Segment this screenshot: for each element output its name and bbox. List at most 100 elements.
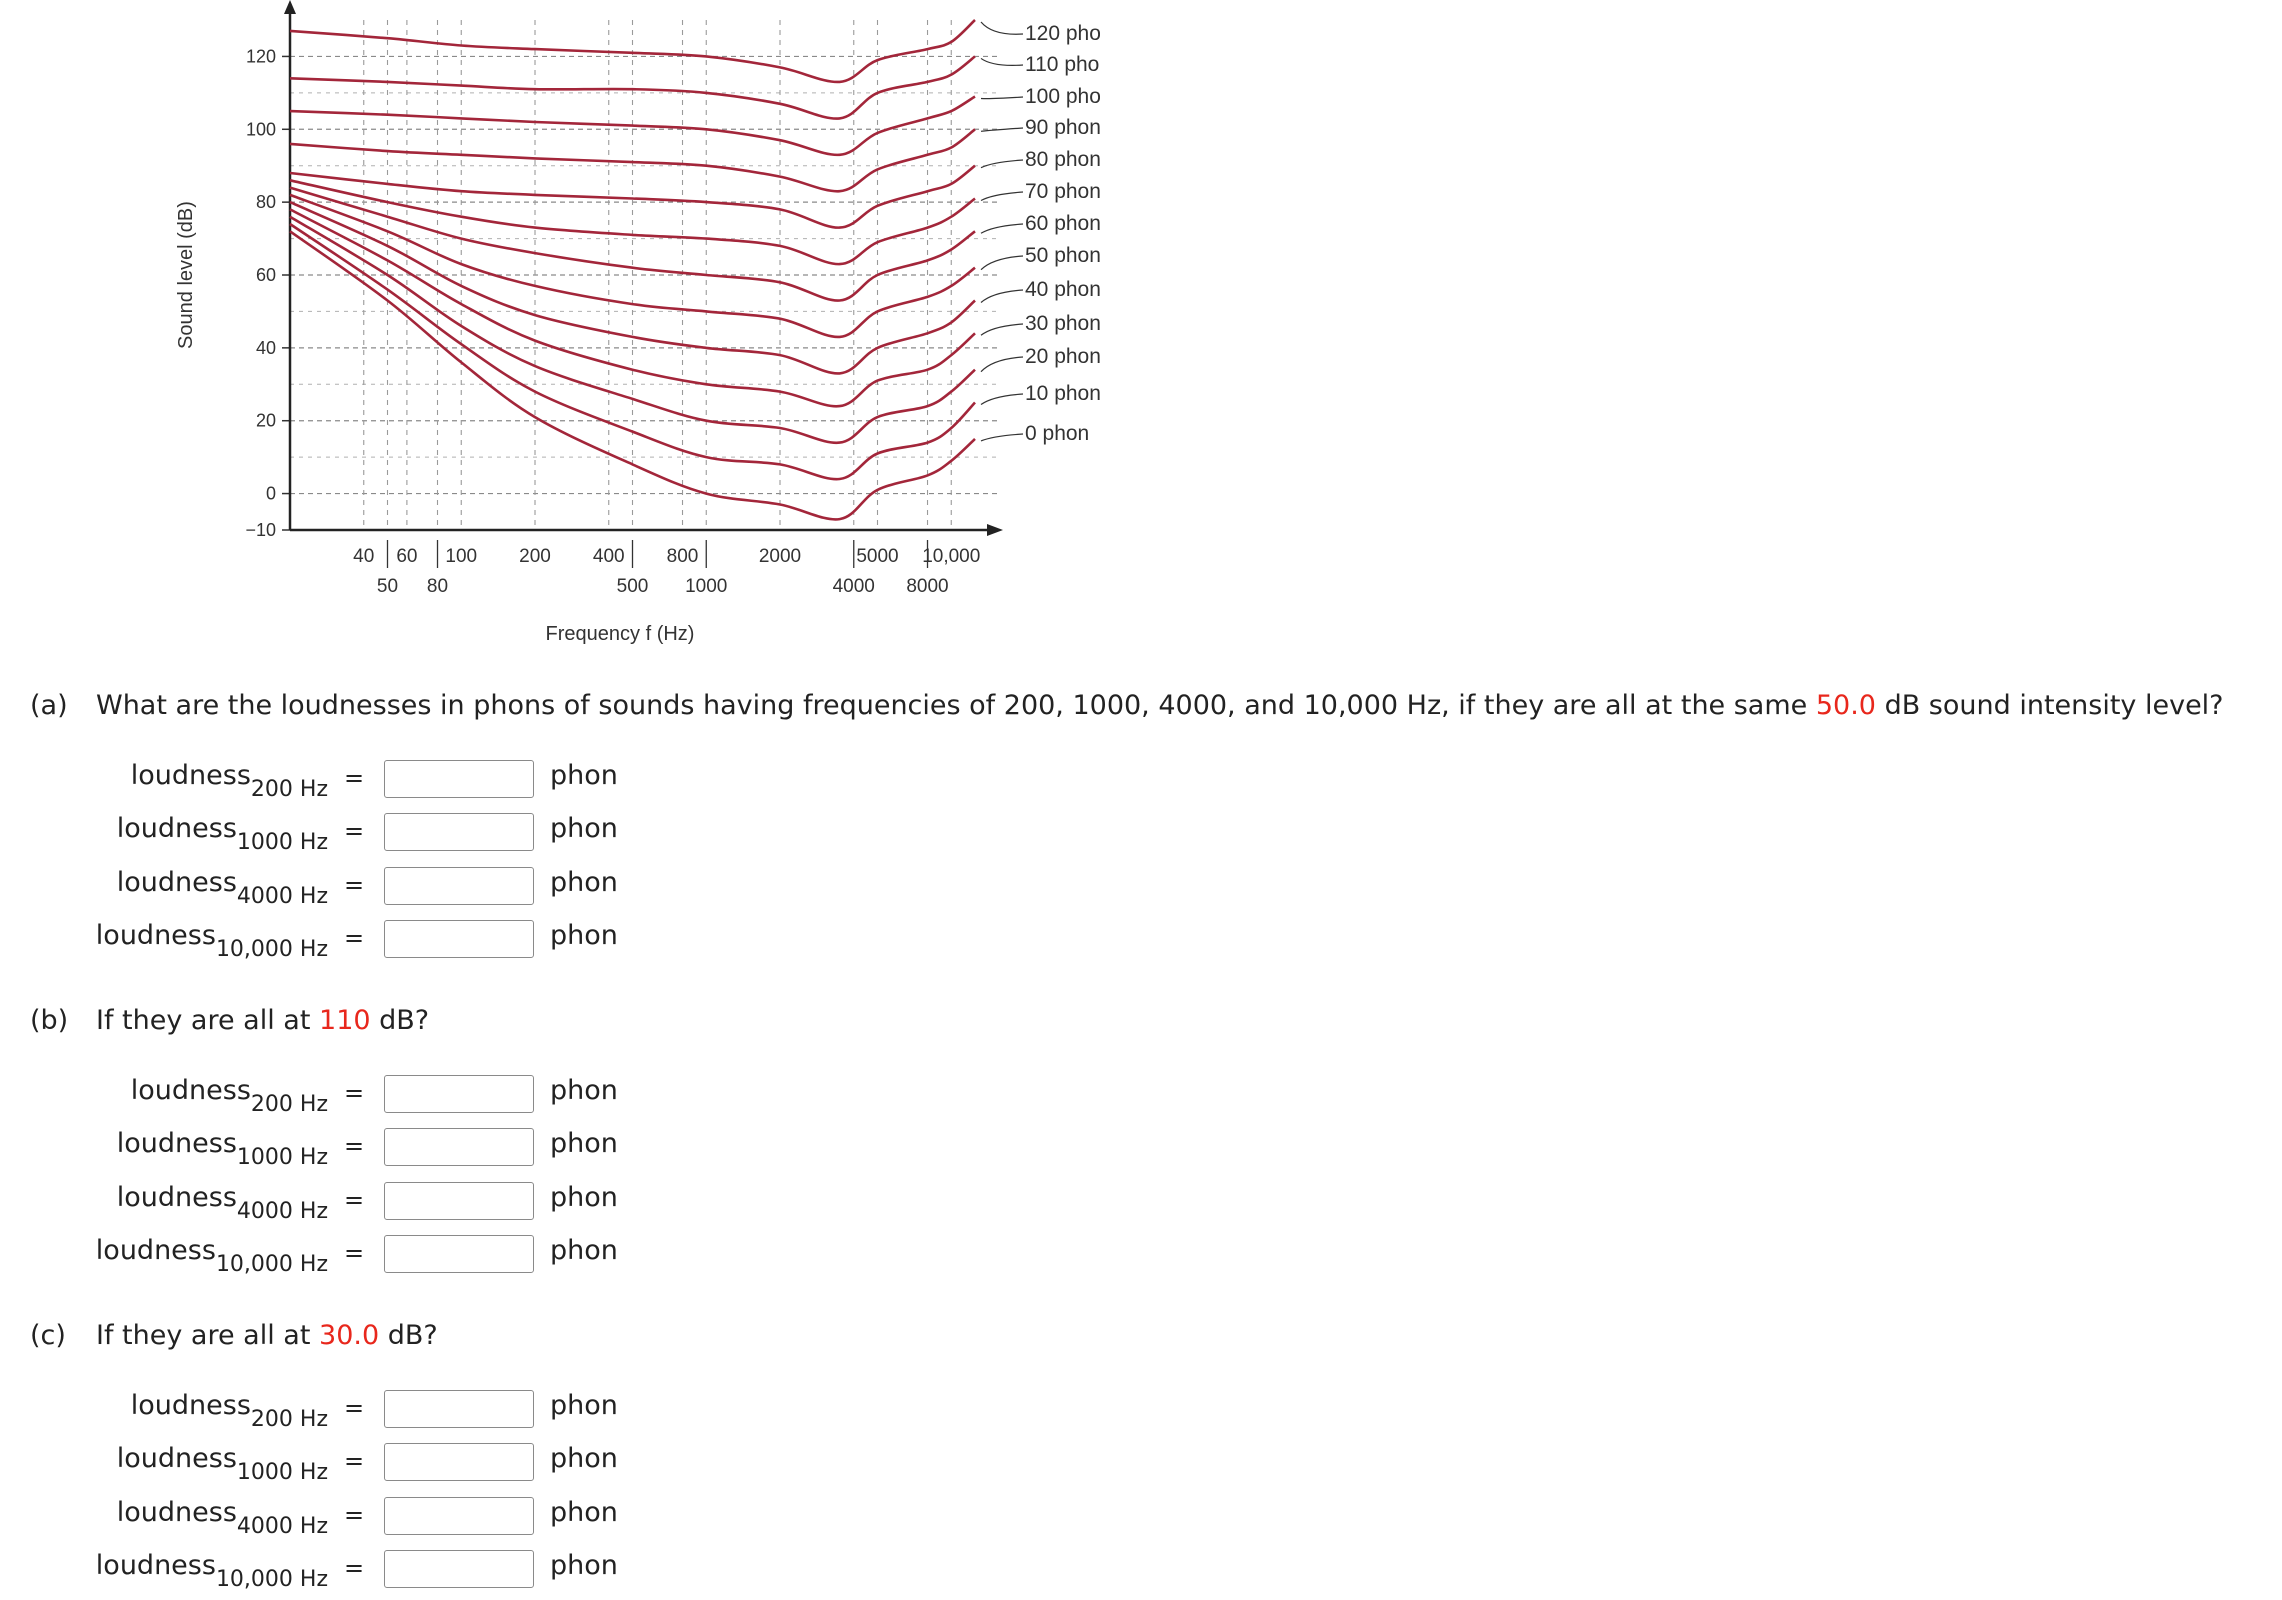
curve-leader-line xyxy=(980,323,1024,336)
answer-row: loudness200 Hz = phon xyxy=(0,760,700,806)
equals-sign: = xyxy=(344,1132,365,1160)
curve-leader-line xyxy=(980,433,1024,442)
answer-input[interactable] xyxy=(384,760,534,798)
x-tick-label-bottom: 80 xyxy=(427,576,448,597)
loudness-label: loudness200 Hz xyxy=(131,1390,328,1432)
question-1: (b) If they are all at 110 dB? xyxy=(30,1005,429,1036)
loudness-curves-figure: 120 100 80 60 40 20 0 −10 40 60 100 200 400 800 2000 50… xyxy=(160,0,1100,660)
answer-input[interactable] xyxy=(384,920,534,958)
curve-80-phon xyxy=(289,164,976,229)
question-letter: (c) xyxy=(30,1320,66,1351)
equals-sign: = xyxy=(344,1394,365,1422)
given-value: 50.0 xyxy=(1815,690,1876,721)
answer-input[interactable] xyxy=(384,1182,534,1220)
curve-leader-line xyxy=(980,255,1024,271)
answer-input[interactable] xyxy=(384,1075,534,1113)
equals-sign: = xyxy=(344,764,365,792)
loudness-label: loudness4000 Hz xyxy=(117,867,328,909)
unit-label: phon xyxy=(550,813,618,844)
answer-input[interactable] xyxy=(384,1497,534,1535)
x-axis-label: Frequency f (Hz) xyxy=(546,623,695,645)
curve-110-phon xyxy=(289,55,976,120)
curve-leader-line xyxy=(980,21,1024,35)
curve-leader-line xyxy=(980,159,1024,169)
curve-leader-line xyxy=(980,393,1024,405)
curve-0-phon xyxy=(289,230,976,521)
curve-leader-line xyxy=(980,223,1024,234)
curve-label-10-phon: 10 phon xyxy=(1025,382,1100,405)
x-tick-label-top: 2000 xyxy=(759,546,801,567)
loudness-word: loudness xyxy=(130,1390,251,1421)
answer-row: loudness1000 Hz = phon xyxy=(0,1128,700,1174)
loudness-word: loudness xyxy=(116,813,237,844)
frequency-subscript: 4000 Hz xyxy=(236,884,328,909)
unit-label: phon xyxy=(550,1390,618,1421)
answer-row: loudness10,000 Hz = phon xyxy=(0,1550,700,1596)
x-tick-label-top: 200 xyxy=(519,546,551,567)
answer-input[interactable] xyxy=(384,1550,534,1588)
answer-input[interactable] xyxy=(384,1443,534,1481)
question-text: If they are all at xyxy=(96,1320,320,1351)
curve-30-phon xyxy=(289,208,976,408)
answer-input[interactable] xyxy=(384,1235,534,1273)
answer-row: loudness200 Hz = phon xyxy=(0,1075,700,1121)
curve-10-phon xyxy=(289,222,976,481)
given-value: 110 xyxy=(319,1005,371,1036)
answer-row: loudness1000 Hz = phon xyxy=(0,813,700,859)
y-tick-label: 60 xyxy=(256,265,276,285)
question-text-end: dB? xyxy=(370,1005,430,1036)
frequency-subscript: 10,000 Hz xyxy=(215,1252,328,1277)
question-text-end: dB sound intensity level? xyxy=(1875,690,2224,721)
curve-leader-line xyxy=(980,127,1024,132)
answer-row: loudness10,000 Hz = phon xyxy=(0,920,700,966)
equals-sign: = xyxy=(344,871,365,899)
x-tick-label-bottom: 500 xyxy=(617,576,649,597)
y-tick-label: 0 xyxy=(266,484,276,504)
y-tick-label: 80 xyxy=(256,192,276,212)
answer-input[interactable] xyxy=(384,1128,534,1166)
curve-label-70-phon: 70 phon xyxy=(1025,180,1100,203)
unit-label: phon xyxy=(550,1182,618,1213)
x-tick-label-top: 10,000 xyxy=(922,546,980,567)
frequency-subscript: 10,000 Hz xyxy=(215,937,328,962)
unit-label: phon xyxy=(550,1497,618,1528)
curve-leader-line xyxy=(980,191,1024,202)
loudness-label: loudness10,000 Hz xyxy=(96,920,328,962)
frequency-subscript: 4000 Hz xyxy=(236,1199,328,1224)
y-tick-label: 20 xyxy=(256,411,276,431)
answer-input[interactable] xyxy=(384,813,534,851)
loudness-label: loudness200 Hz xyxy=(131,1075,328,1117)
answer-row: loudness200 Hz = phon xyxy=(0,1390,700,1436)
loudness-word: loudness xyxy=(95,1550,216,1581)
answer-input[interactable] xyxy=(384,867,534,905)
frequency-subscript: 1000 Hz xyxy=(236,1145,328,1170)
loudness-word: loudness xyxy=(116,1128,237,1159)
loudness-word: loudness xyxy=(116,1497,237,1528)
answer-input[interactable] xyxy=(384,1390,534,1428)
x-tick-label-top: 5000 xyxy=(856,546,898,567)
question-text: What are the loudnesses in phons of soun… xyxy=(96,690,1816,721)
curve-leader-line xyxy=(980,289,1024,303)
curve-120-phon xyxy=(289,19,976,84)
curve-label-30-phon: 30 phon xyxy=(1025,312,1100,335)
loudness-word: loudness xyxy=(116,1443,237,1474)
unit-label: phon xyxy=(550,867,618,898)
curve-50-phon xyxy=(289,193,976,339)
question-0: (a) What are the loudnesses in phons of s… xyxy=(30,690,2224,721)
answer-row: loudness4000 Hz = phon xyxy=(0,867,700,913)
curve-label-120-phon: 120 phon xyxy=(1025,22,1100,45)
y-axis-label: Sound level (dB) xyxy=(175,201,197,349)
curve-60-phon xyxy=(289,186,976,302)
answer-row: loudness10,000 Hz = phon xyxy=(0,1235,700,1281)
question-letter: (b) xyxy=(30,1005,69,1036)
equals-sign: = xyxy=(344,1239,365,1267)
equals-sign: = xyxy=(344,1447,365,1475)
equals-sign: = xyxy=(344,924,365,952)
question-text-end: dB? xyxy=(379,1320,438,1351)
loudness-label: loudness200 Hz xyxy=(131,760,328,802)
curve-label-20-phon: 20 phon xyxy=(1025,345,1100,368)
curve-40-phon xyxy=(289,200,976,375)
curve-label-100-phon: 100 phon xyxy=(1025,85,1100,108)
y-tick-label: 120 xyxy=(246,46,276,66)
